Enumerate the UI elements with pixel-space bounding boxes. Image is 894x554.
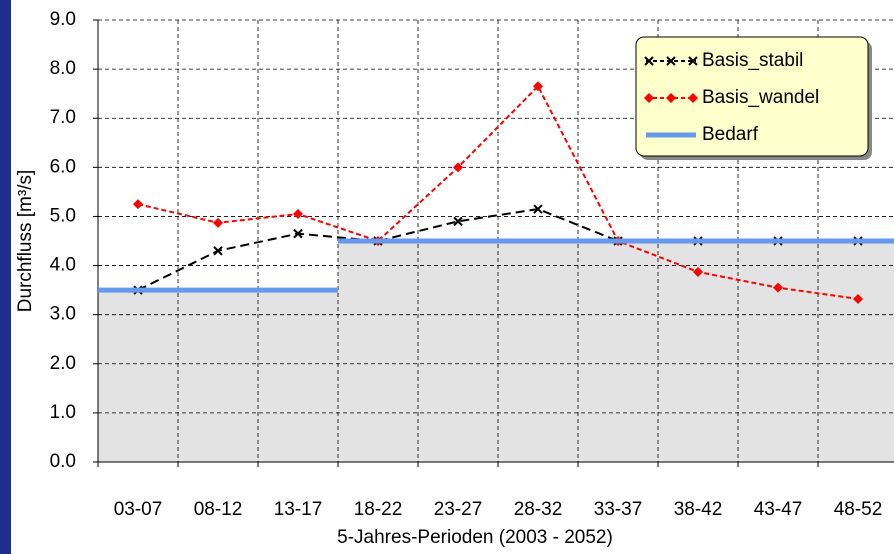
marker-x xyxy=(533,204,543,214)
x-tick-label: 48-52 xyxy=(834,499,883,520)
y-tick-label: 9.0 xyxy=(50,9,76,30)
y-tick-label: 8.0 xyxy=(50,58,76,79)
x-tick-label: 13-17 xyxy=(274,499,323,520)
area-segment xyxy=(738,241,818,462)
marker-x xyxy=(453,216,463,227)
x-tick-label: 23-27 xyxy=(434,499,483,520)
area-segment xyxy=(418,241,498,462)
y-tick-label: 2.0 xyxy=(50,353,76,374)
marker-diamond xyxy=(533,81,543,92)
area-segment xyxy=(498,241,578,462)
area-segment xyxy=(258,290,338,462)
y-tick-label: 5.0 xyxy=(50,205,76,226)
marker-diamond xyxy=(453,162,463,173)
marker-diamond xyxy=(213,217,223,228)
marker-diamond xyxy=(853,293,863,304)
y-tick-label: 4.0 xyxy=(50,255,76,276)
legend-label: Basis_stabil xyxy=(702,50,803,71)
legend-marker xyxy=(644,56,654,66)
area-segment xyxy=(578,241,658,462)
x-axis-label: 5-Jahres-Perioden (2003 - 2052) xyxy=(337,527,613,548)
legend-marker xyxy=(666,56,676,66)
legend-marker xyxy=(644,93,654,103)
marker-diamond xyxy=(133,199,143,210)
marker-diamond xyxy=(693,266,703,277)
area-segment xyxy=(98,290,178,462)
y-axis-label: Durchfluss [m³/s] xyxy=(15,170,36,313)
area-segment xyxy=(338,241,418,462)
side-bar xyxy=(0,0,11,554)
marker-diamond xyxy=(773,282,783,293)
legend-label: Basis_wandel xyxy=(702,87,819,108)
x-tick-label: 43-47 xyxy=(754,499,803,520)
x-tick-label: 33-37 xyxy=(594,499,643,520)
x-tick-label: 28-32 xyxy=(514,499,563,520)
x-tick-label: 38-42 xyxy=(674,499,723,520)
marker-x xyxy=(293,228,303,239)
legend-label: Bedarf xyxy=(702,124,759,145)
y-tick-label: 3.0 xyxy=(50,304,76,325)
area-segment xyxy=(818,241,894,462)
x-tick-label: 03-07 xyxy=(114,499,163,520)
legend-marker xyxy=(666,93,676,103)
y-tick-label: 1.0 xyxy=(50,402,76,423)
y-tick-label: 0.0 xyxy=(50,451,76,472)
x-tick-label: 08-12 xyxy=(194,499,243,520)
legend-marker xyxy=(688,93,698,103)
series-line xyxy=(137,84,859,300)
marker-x xyxy=(213,246,223,256)
legend-box xyxy=(635,36,869,157)
y-tick-label: 7.0 xyxy=(50,107,76,128)
area-segment xyxy=(178,290,258,462)
legend-marker xyxy=(688,56,698,66)
marker-diamond xyxy=(293,208,303,219)
y-tick-label: 6.0 xyxy=(50,156,76,177)
x-tick-label: 18-22 xyxy=(354,499,403,520)
